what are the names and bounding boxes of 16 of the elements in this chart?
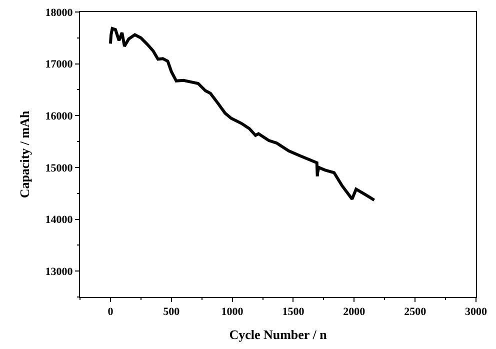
y-tick-label: 17000 xyxy=(45,58,74,71)
x-axis-title: Cycle Number / n xyxy=(229,326,328,342)
y-axis-title: Capacity / mAh xyxy=(17,110,32,198)
x-tick-label: 3000 xyxy=(465,306,488,318)
x-tick-label: 0 xyxy=(108,306,114,318)
x-tick-label: 1000 xyxy=(221,306,244,318)
x-tick-label: 500 xyxy=(163,306,180,318)
y-tick-label: 14000 xyxy=(45,214,74,226)
y-tick-label: 16000 xyxy=(45,110,74,122)
y-tick-label: 15000 xyxy=(45,162,74,174)
y-tick-label: 13000 xyxy=(45,266,74,278)
line-series xyxy=(108,27,376,202)
x-tick-label: 1500 xyxy=(282,306,305,318)
y-tick-label: 18000 xyxy=(45,6,74,19)
x-tick-label: 2500 xyxy=(404,306,427,318)
x-tick-label: 2000 xyxy=(343,306,366,318)
